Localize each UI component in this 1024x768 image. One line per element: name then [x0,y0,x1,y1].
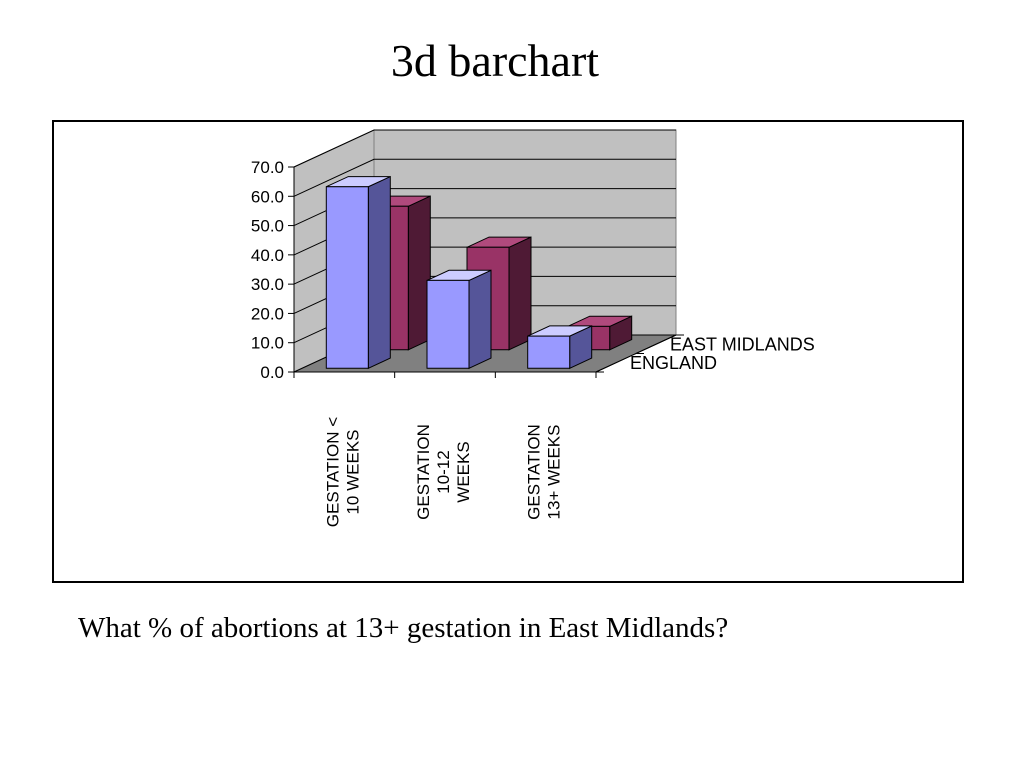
question-text: What % of abortions at 13+ gestation in … [78,612,729,644]
y-tick-label: 0.0 [260,363,284,382]
x-category-label: 10 WEEKS [343,429,362,514]
x-category-label: 13+ WEEKS [545,425,564,520]
slide-title: 3d barchart [390,35,600,86]
series-label-east-midlands: EAST MIDLANDS [670,334,815,354]
bar-side [468,269,492,370]
x-category-label: WEEKS [454,441,473,502]
series-label-england: ENGLAND [630,353,717,373]
y-tick-label: 40.0 [251,246,284,265]
chart-frame: 0.0 10.0 20.0 30.0 40.0 50.0 60.0 70.0 GESTATION… [52,120,964,583]
y-tick-label: 60.0 [251,187,284,206]
x-category-label: GESTATION < [323,417,342,527]
bar-england-2 [527,335,571,369]
bar-england-0 [325,186,369,369]
bar-england-1 [426,279,470,369]
bar-chart-3d: 0.0 10.0 20.0 30.0 40.0 50.0 60.0 70.0 GESTATION… [251,129,815,527]
x-category-label: GESTATION [414,424,433,520]
gridline [293,158,676,197]
y-tick-label: 70.0 [251,158,284,177]
x-category-label: GESTATION [525,424,544,520]
y-tick-label: 10.0 [251,334,284,353]
bar-side [367,175,391,370]
y-tick-label: 30.0 [251,275,284,294]
y-tick-label: 20.0 [251,304,284,323]
bar-side [508,236,532,351]
x-category-label: 10-12 [434,450,453,493]
gridline [293,129,676,168]
y-tick-label: 50.0 [251,217,284,236]
